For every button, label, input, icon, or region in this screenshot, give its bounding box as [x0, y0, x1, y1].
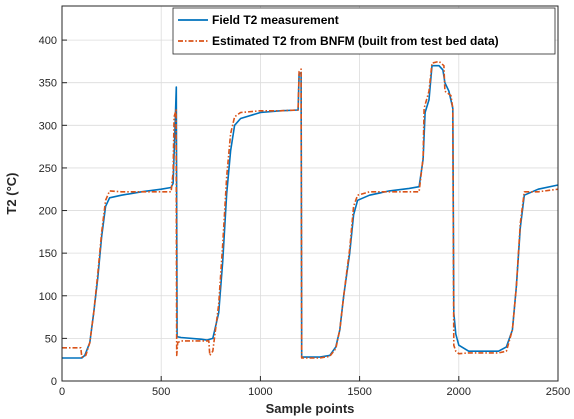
series-group [62, 60, 559, 359]
x-tick-label: 2000 [447, 386, 471, 398]
ticks: 0 500 1000 1500 2000 2500 0 50 100 150 200 250 300 35… [39, 35, 571, 398]
y-tick-label: 150 [39, 248, 57, 260]
plot-frame [61, 5, 559, 382]
plot-area [62, 6, 558, 381]
y-tick-label: 300 [39, 120, 57, 132]
y-tick-label: 50 [45, 333, 57, 345]
x-tick-label: 1000 [248, 386, 272, 398]
x-axis-label: Sample points [266, 401, 355, 416]
legend: Field T2 measurement Estimated T2 from B… [172, 7, 556, 55]
y-axis-label: T2 (°C) [4, 172, 19, 214]
x-tick-label: 500 [152, 386, 170, 398]
legend-box [172, 7, 556, 55]
y-tick-label: 250 [39, 163, 57, 175]
legend-label-estimated-t2: Estimated T2 from BNFM (built from test … [212, 34, 499, 48]
legend-label-field-t2: Field T2 measurement [212, 13, 339, 27]
x-tick-label: 1500 [347, 386, 371, 398]
y-tick-label: 100 [39, 291, 57, 303]
y-tick-label: 0 [51, 376, 57, 388]
x-tick-label: 2500 [546, 386, 570, 398]
y-tick-label: 200 [39, 206, 57, 218]
y-tick-label: 350 [39, 78, 57, 90]
series-line-estimated-t2 [62, 60, 559, 359]
x-tick-label: 0 [59, 386, 65, 398]
y-tick-label: 400 [39, 35, 57, 47]
